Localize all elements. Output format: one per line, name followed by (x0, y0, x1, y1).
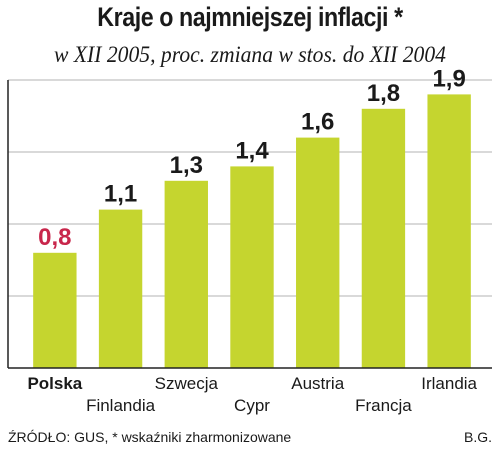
value-label-cypr: 1,4 (235, 137, 269, 164)
category-label-szwecja: Szwecja (155, 374, 219, 393)
bar-austria (296, 137, 340, 368)
bar-francja (361, 108, 406, 369)
value-label-polska: 0,8 (38, 224, 71, 251)
bar-finlandia (98, 209, 143, 368)
category-label-finlandia: Finlandia (86, 396, 156, 415)
bar-cypr (230, 166, 274, 368)
value-label-francja: 1,8 (367, 80, 400, 107)
category-label-francja: Francja (355, 396, 412, 415)
bar-irlandia (427, 94, 471, 369)
value-label-szwecja: 1,3 (170, 152, 203, 179)
value-labels: 0,8 1,1 1,3 1,4 1,6 1,8 1,9 (38, 65, 466, 250)
chart-title: Kraje o najmniejszej inflacji * (97, 2, 403, 32)
chart-subtitle: w XII 2005, proc. zmiana w stos. do XII … (54, 42, 446, 67)
value-label-austria: 1,6 (301, 109, 334, 136)
category-label-polska: Polska (27, 374, 82, 393)
source-note: ŹRÓDŁO: GUS, * wskaźniki zharmonizowane (8, 429, 292, 445)
bar-szwecja (164, 180, 208, 368)
category-label-irlandia: Irlandia (421, 374, 477, 393)
value-label-finlandia: 1,1 (104, 181, 137, 208)
category-label-cypr: Cypr (234, 396, 270, 415)
bar-polska (33, 252, 77, 368)
axes (7, 80, 492, 369)
bars (33, 94, 471, 369)
author-credit: B.G. (463, 429, 492, 445)
category-label-austria: Austria (291, 374, 344, 393)
value-label-irlandia: 1,9 (432, 65, 465, 92)
